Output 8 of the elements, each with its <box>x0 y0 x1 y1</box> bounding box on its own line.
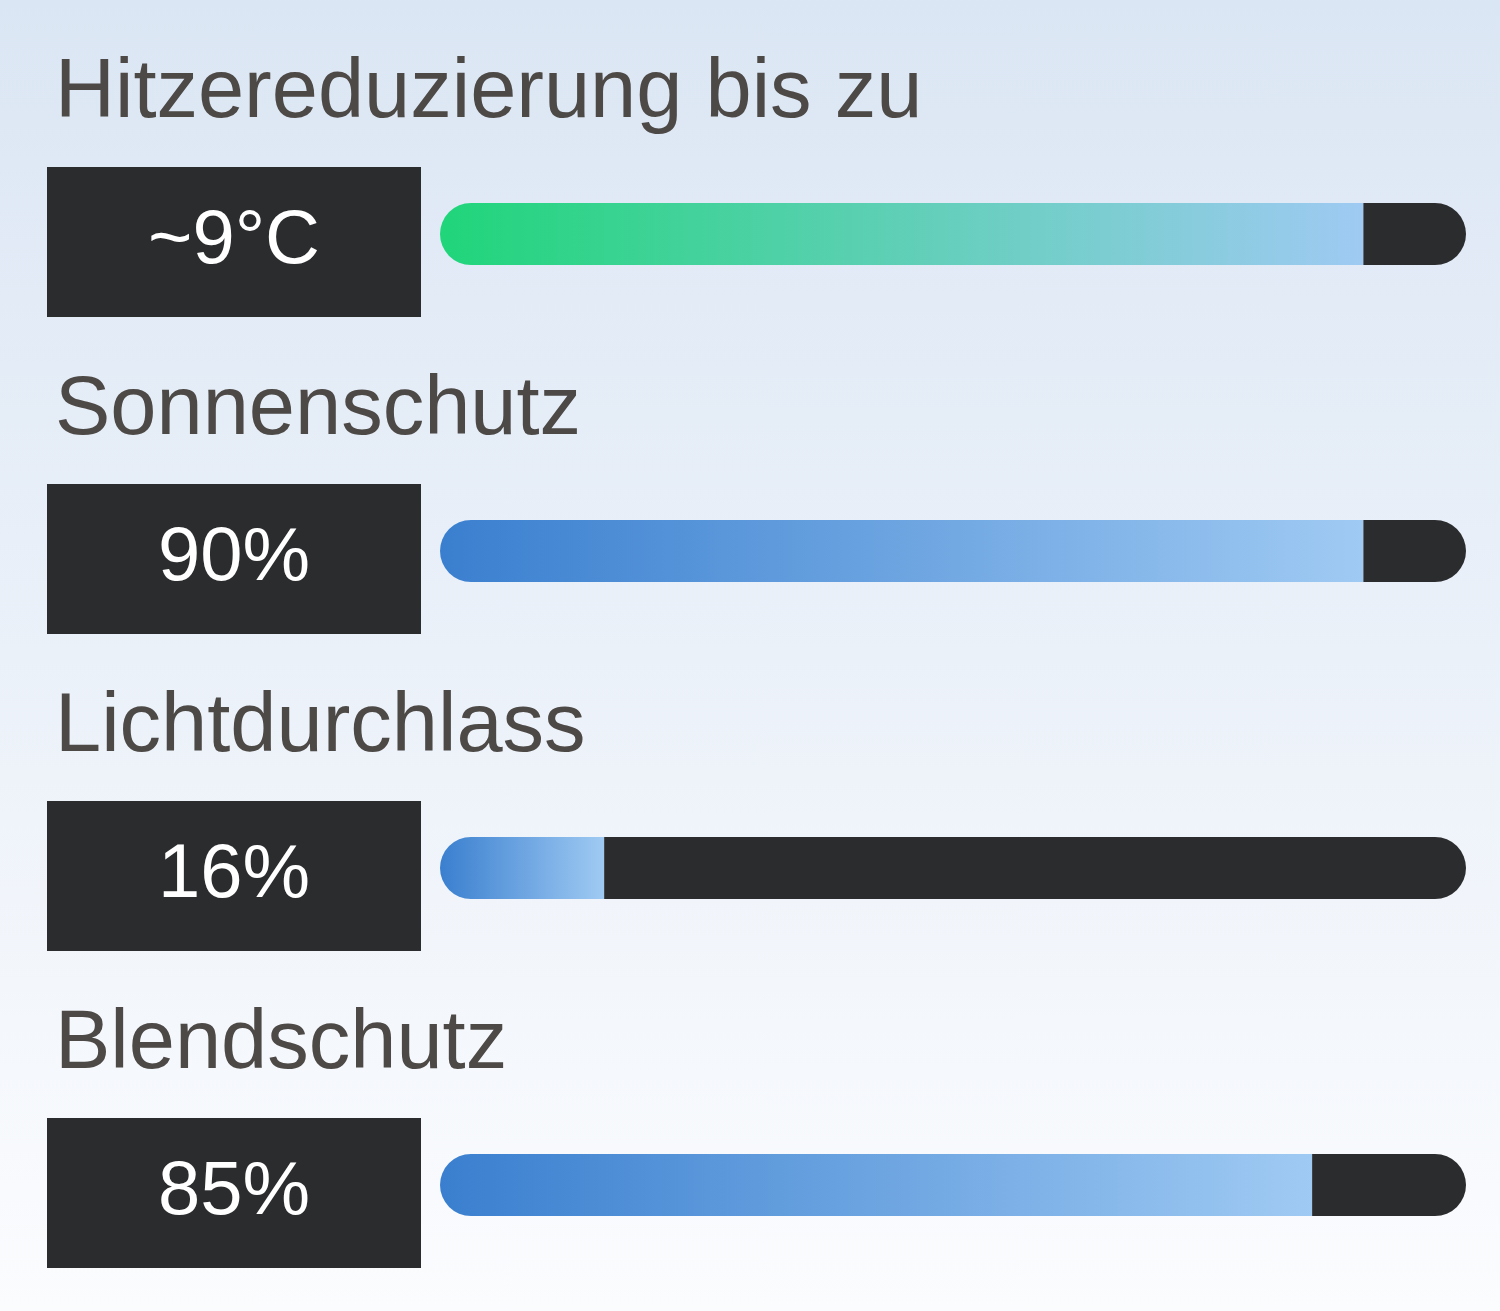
data-label: ~9°C <box>148 194 320 279</box>
y-tick-label: Lichtdurchlass <box>55 676 586 769</box>
y-tick-label: Hitzereduzierung bis zu <box>55 42 923 135</box>
data-label: 16% <box>157 828 311 913</box>
y-tick-label: Blendschutz <box>55 993 508 1086</box>
y-tick-label: Sonnenschutz <box>55 359 582 452</box>
data-label: 90% <box>157 511 311 596</box>
data-label: 85% <box>157 1145 311 1230</box>
